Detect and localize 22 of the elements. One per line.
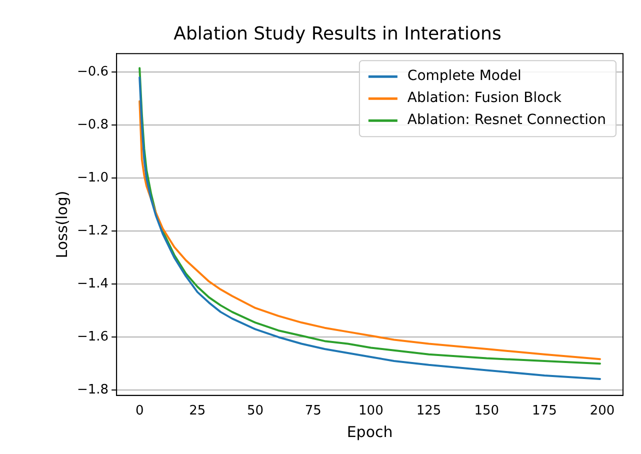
y-tick-label: −1.2 (76, 224, 109, 238)
y-tick-label: −1.0 (76, 170, 109, 186)
x-tick-label: 100 (358, 404, 384, 419)
x-tick-label: 150 (474, 404, 500, 419)
y-tick-label: −1.4 (76, 276, 109, 292)
y-tick-label: −1.8 (76, 382, 109, 398)
x-tick-label: 0 (135, 404, 144, 419)
legend-label: Complete Model (407, 68, 522, 84)
y-tick-label: −0.8 (76, 118, 109, 133)
y-tick-label: −1.6 (76, 329, 109, 344)
x-tick-label: 125 (416, 404, 442, 419)
legend-label: Ablation: Fusion Block (407, 90, 562, 106)
x-tick-label: 200 (590, 404, 615, 419)
y-tick-label: −0.6 (76, 64, 109, 80)
x-tick-label: 75 (304, 404, 322, 419)
y-axis-title: Loss(log) (52, 190, 71, 258)
x-tick-label: 175 (532, 404, 557, 419)
chart-title: Ablation Study Results in Interations (174, 23, 502, 44)
legend-label: Ablation: Resnet Connection (407, 112, 606, 128)
x-tick-label: 50 (246, 404, 264, 419)
x-axis-title: Epoch (346, 422, 393, 441)
x-tick-label: 25 (189, 404, 206, 419)
